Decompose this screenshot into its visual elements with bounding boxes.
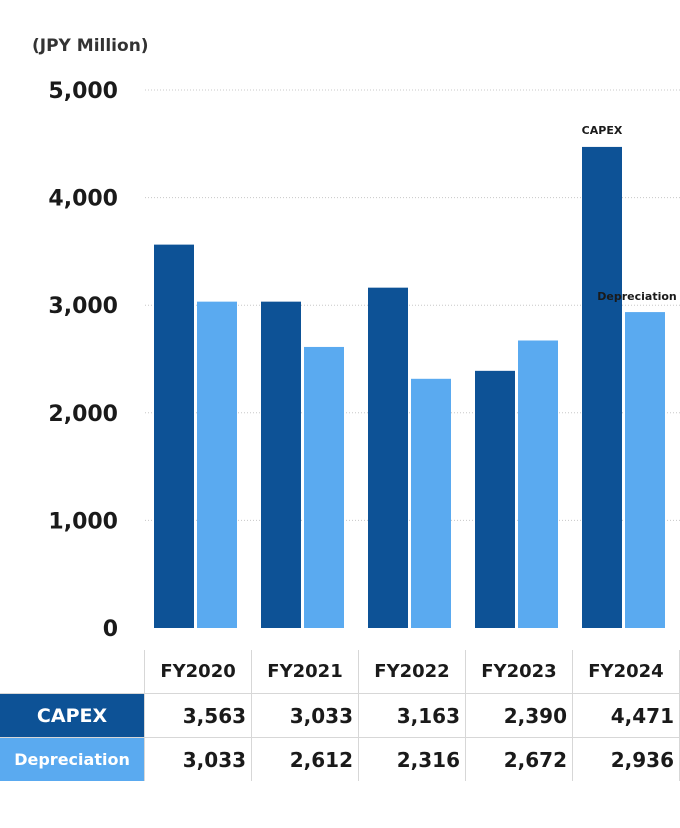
table-corner	[0, 650, 146, 694]
capex-bar-fy2022	[368, 287, 408, 628]
data-table: FY2020 FY2021 FY2022 FY2023 FY2024 CAPEX…	[0, 650, 680, 781]
table-row-capex: CAPEX 3,563 3,033 3,163 2,390 4,471	[0, 693, 680, 738]
table-header-row: FY2020 FY2021 FY2022 FY2023 FY2024	[0, 650, 680, 694]
capex-value-fy2023: 2,390	[465, 693, 573, 738]
depreciation-bar-fy2022	[411, 378, 451, 628]
row-label-capex: CAPEX	[0, 693, 146, 738]
unit-label: (JPY Million)	[32, 36, 149, 56]
y-tick-label: 0	[103, 617, 118, 642]
table-row-depreciation: Depreciation 3,033 2,612 2,316 2,672 2,9…	[0, 737, 680, 781]
table-header-fy2023: FY2023	[465, 650, 573, 694]
series-label-capex: CAPEX	[582, 124, 623, 137]
capex-value-fy2022: 3,163	[358, 693, 466, 738]
capex-value-fy2020: 3,563	[144, 693, 253, 738]
capex-bar-fy2024	[582, 146, 622, 628]
depreciation-value-fy2021: 2,612	[251, 737, 360, 781]
depreciation-bar-fy2021	[304, 346, 344, 628]
depreciation-value-fy2024: 2,936	[572, 737, 680, 781]
table-header-fy2021: FY2021	[251, 650, 360, 694]
table-header-fy2022: FY2022	[358, 650, 466, 694]
depreciation-bar-fy2023	[518, 340, 558, 628]
y-tick-label: 2,000	[48, 402, 118, 427]
y-tick-label: 3,000	[48, 294, 118, 319]
depreciation-value-fy2020: 3,033	[144, 737, 253, 781]
y-tick-label: 5,000	[48, 79, 118, 104]
depreciation-bar-fy2024	[625, 312, 665, 628]
capex-value-fy2021: 3,033	[251, 693, 360, 738]
capex-bar-fy2020	[154, 244, 194, 628]
depreciation-bar-fy2020	[197, 301, 237, 628]
row-label-depreciation: Depreciation	[0, 737, 146, 781]
series-label-depreciation: Depreciation	[597, 290, 676, 303]
y-tick-label: 1,000	[48, 509, 118, 534]
capex-bar-fy2023	[475, 370, 515, 628]
bar-chart: 0 1,000 2,000 3,000 4,000 5,000 CAPEX Depreciat…	[48, 79, 680, 642]
y-tick-label: 4,000	[48, 187, 118, 212]
table-header-fy2020: FY2020	[144, 650, 253, 694]
capex-value-fy2024: 4,471	[572, 693, 680, 738]
table-header-fy2024: FY2024	[572, 650, 680, 694]
capex-bar-fy2021	[261, 301, 301, 628]
depreciation-value-fy2022: 2,316	[358, 737, 466, 781]
depreciation-value-fy2023: 2,672	[465, 737, 573, 781]
